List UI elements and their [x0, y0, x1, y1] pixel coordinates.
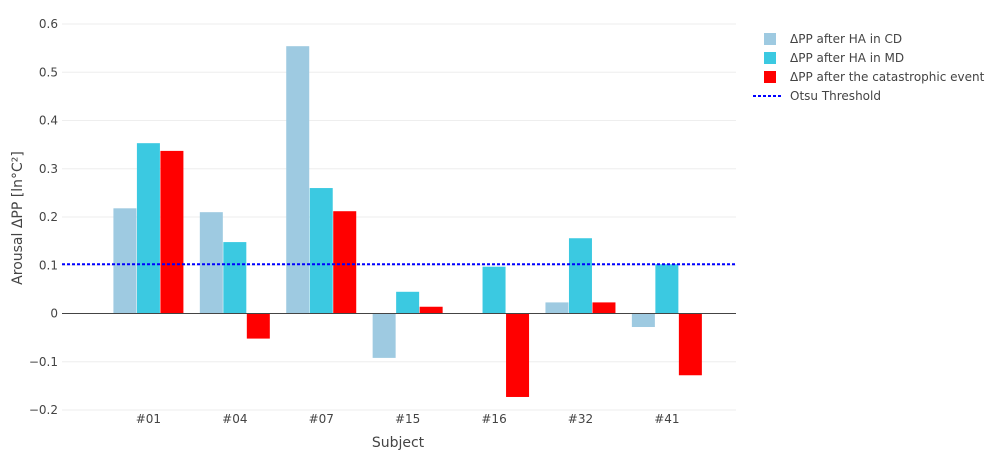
- y-tick-label: −0.2: [29, 403, 58, 417]
- x-tick-label: #15: [395, 412, 420, 426]
- bar: [309, 188, 333, 314]
- bar: [199, 212, 223, 314]
- x-axis-title: Subject: [372, 435, 425, 450]
- x-tick-label: #07: [309, 412, 334, 426]
- bar: [592, 302, 616, 314]
- bar: [482, 266, 506, 314]
- y-tick-label: 0.1: [39, 258, 58, 272]
- legend-label: ΔPP after HA in MD: [790, 51, 904, 65]
- y-tick-label: 0.6: [39, 17, 58, 31]
- x-tick-label: #41: [654, 412, 679, 426]
- bar: [160, 150, 184, 314]
- bar: [223, 242, 247, 314]
- bar: [246, 313, 270, 339]
- legend-swatch: [764, 33, 776, 45]
- y-tick-label: −0.1: [29, 355, 58, 369]
- legend-label: Otsu Threshold: [790, 89, 881, 103]
- y-tick-label: 0.5: [39, 65, 58, 79]
- legend-label: ΔPP after HA in CD: [790, 32, 902, 46]
- x-tick-labels: #01 #04 #07 #15 #16 #32 #41: [136, 412, 680, 426]
- bar: [136, 143, 160, 314]
- bar: [113, 208, 137, 314]
- y-tick-label: 0.2: [39, 210, 58, 224]
- y-tick-label: 0.4: [39, 114, 58, 128]
- legend: ΔPP after HA in CD ΔPP after HA in MD ΔPP …: [753, 32, 985, 103]
- bar: [286, 46, 310, 314]
- x-tick-label: #16: [481, 412, 506, 426]
- x-tick-label: #01: [136, 412, 161, 426]
- y-tick-labels: 0.6 0.5 0.4 0.3 0.2 0.1 0 −0.1 −0.2: [29, 17, 58, 417]
- bar: [678, 313, 702, 376]
- bar: [568, 238, 592, 314]
- legend-swatch: [764, 52, 776, 64]
- legend-swatch: [764, 71, 776, 83]
- y-tick-label: 0.3: [39, 162, 58, 176]
- bar: [333, 211, 357, 314]
- x-tick-label: #32: [568, 412, 593, 426]
- bar: [655, 264, 679, 314]
- bars: [113, 46, 702, 397]
- bar: [396, 291, 420, 314]
- y-axis-title: Arousal ΔPP [ln°C²]: [10, 151, 26, 285]
- bar: [631, 313, 655, 328]
- bar: [545, 302, 569, 314]
- y-tick-label: 0: [50, 307, 58, 321]
- x-tick-label: #04: [222, 412, 247, 426]
- bar: [419, 306, 443, 314]
- legend-label: ΔPP after the catastrophic event: [790, 70, 985, 84]
- bar: [506, 313, 530, 397]
- bar: [372, 313, 396, 358]
